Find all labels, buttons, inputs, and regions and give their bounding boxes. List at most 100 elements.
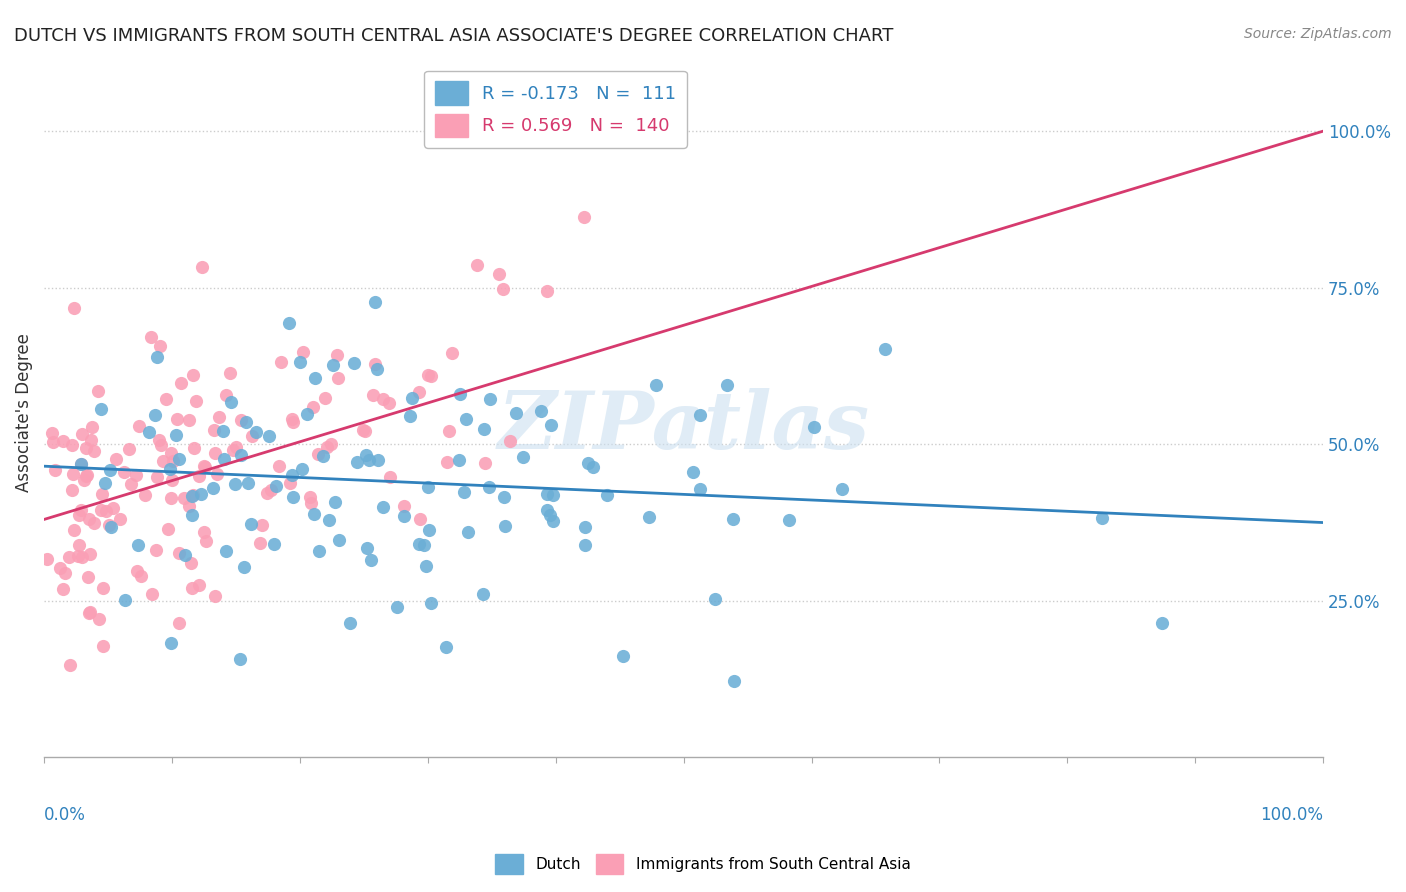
- Point: [308, 544, 330, 558]
- Point: [803, 420, 825, 434]
- Point: [148, 433, 170, 447]
- Point: [270, 355, 292, 369]
- Point: [723, 673, 745, 688]
- Point: [596, 488, 619, 502]
- Point: [236, 476, 259, 491]
- Point: [318, 513, 340, 527]
- Point: [373, 392, 395, 406]
- Point: [146, 350, 169, 364]
- Point: [97, 518, 120, 533]
- Point: [67, 538, 90, 552]
- Point: [141, 587, 163, 601]
- Point: [80, 420, 103, 434]
- Point: [409, 511, 432, 525]
- Point: [167, 616, 190, 631]
- Point: [492, 282, 515, 296]
- Point: [90, 502, 112, 516]
- Point: [419, 596, 441, 610]
- Point: [179, 500, 201, 514]
- Point: [831, 482, 853, 496]
- Point: [281, 415, 304, 429]
- Point: [101, 500, 124, 515]
- Point: [538, 508, 561, 522]
- Point: [138, 425, 160, 439]
- Point: [139, 329, 162, 343]
- Point: [295, 407, 318, 421]
- Point: [582, 459, 605, 474]
- Point: [152, 454, 174, 468]
- Point: [49, 561, 72, 575]
- Point: [128, 419, 150, 434]
- Point: [240, 429, 263, 443]
- Point: [387, 599, 409, 614]
- Point: [150, 438, 173, 452]
- Point: [193, 459, 215, 474]
- Point: [576, 456, 599, 470]
- Point: [183, 442, 205, 456]
- Point: [436, 455, 458, 469]
- Point: [204, 589, 226, 603]
- Point: [190, 487, 212, 501]
- Point: [492, 490, 515, 504]
- Point: [352, 423, 374, 437]
- Point: [328, 533, 350, 547]
- Point: [188, 468, 211, 483]
- Point: [80, 433, 103, 447]
- Point: [112, 465, 135, 479]
- Point: [83, 443, 105, 458]
- Point: [465, 258, 488, 272]
- Point: [51, 582, 73, 596]
- Point: [364, 295, 387, 310]
- Point: [530, 404, 553, 418]
- Point: [224, 476, 246, 491]
- Point: [354, 448, 377, 462]
- Point: [398, 409, 420, 423]
- Point: [53, 566, 76, 580]
- Text: 0.0%: 0.0%: [44, 805, 86, 823]
- Point: [357, 452, 380, 467]
- Point: [721, 512, 744, 526]
- Point: [413, 538, 436, 552]
- Point: [415, 558, 437, 573]
- Point: [110, 512, 132, 526]
- Point: [472, 422, 495, 436]
- Point: [159, 461, 181, 475]
- Point: [319, 436, 342, 450]
- Point: [371, 500, 394, 514]
- Point: [162, 454, 184, 468]
- Point: [155, 392, 177, 406]
- Point: [225, 440, 247, 454]
- Point: [260, 483, 283, 497]
- Point: [439, 424, 461, 438]
- Point: [79, 547, 101, 561]
- Point: [67, 508, 90, 522]
- Point: [229, 652, 252, 666]
- Point: [366, 362, 388, 376]
- Point: [219, 367, 242, 381]
- Point: [361, 388, 384, 402]
- Point: [60, 437, 83, 451]
- Point: [456, 412, 478, 426]
- Point: [440, 346, 463, 360]
- Point: [574, 538, 596, 552]
- Point: [94, 504, 117, 518]
- Point: [127, 538, 149, 552]
- Point: [202, 481, 225, 495]
- Point: [160, 473, 183, 487]
- Point: [499, 434, 522, 449]
- Point: [505, 406, 527, 420]
- Point: [75, 442, 97, 456]
- Point: [392, 499, 415, 513]
- Point: [174, 548, 197, 562]
- Point: [134, 488, 156, 502]
- Point: [160, 636, 183, 650]
- Point: [193, 524, 215, 539]
- Point: [188, 578, 211, 592]
- Point: [494, 519, 516, 533]
- Point: [79, 606, 101, 620]
- Point: [574, 211, 596, 225]
- Point: [229, 449, 252, 463]
- Point: [449, 452, 471, 467]
- Point: [239, 517, 262, 532]
- Point: [645, 377, 668, 392]
